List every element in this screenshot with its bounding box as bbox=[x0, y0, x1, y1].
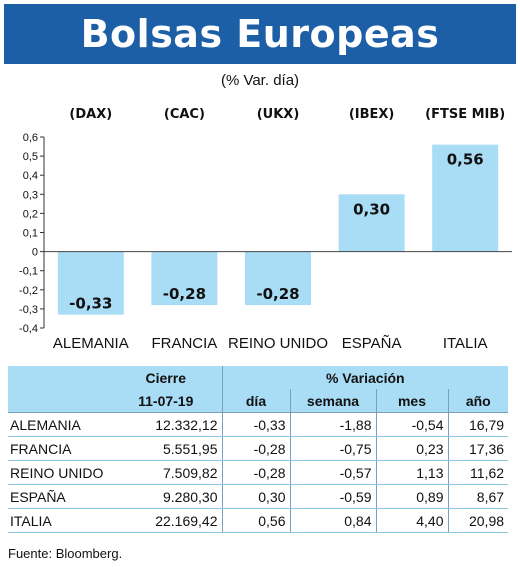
row-name: ALEMANIA bbox=[8, 412, 110, 437]
y-tick-label: 0,3 bbox=[23, 189, 38, 201]
bar-value-label: -0,33 bbox=[69, 295, 112, 313]
index-label: (UKX) bbox=[257, 107, 300, 122]
bar bbox=[245, 251, 311, 306]
row-cierre: 12.332,12 bbox=[110, 412, 222, 437]
y-tick-label: 0,2 bbox=[23, 208, 38, 220]
row-dia: -0,28 bbox=[221, 436, 290, 461]
header-variacion: % Variación bbox=[221, 366, 509, 389]
y-tick-label: 0 bbox=[32, 247, 38, 259]
row-dia: 0,30 bbox=[221, 484, 290, 509]
category-label: ITALIA bbox=[443, 335, 488, 352]
closing-table: Cierre % Variación 11-07-19 día semana m… bbox=[8, 366, 509, 533]
category-label: ALEMANIA bbox=[53, 335, 129, 352]
table-row: ESPAÑA 9.280,30 0,30 -0,59 0,89 8,67 bbox=[8, 484, 509, 509]
index-label: (IBEX) bbox=[349, 107, 395, 122]
bar-chart: 0,6 0,5 0,4 0,3 0,2 0,1 0 -0,1 -0,2 -0,3 -0,4 -0,33… bbox=[19, 107, 512, 352]
row-name: ESPAÑA bbox=[8, 484, 110, 509]
header-blank bbox=[8, 366, 110, 389]
bar-value-label: -0,28 bbox=[256, 285, 299, 303]
row-ano: 8,67 bbox=[447, 484, 509, 509]
table-header-row-2: 11-07-19 día semana mes año bbox=[8, 389, 509, 413]
row-mes: 0,89 bbox=[375, 484, 448, 509]
bar-value-label: 0,30 bbox=[353, 200, 390, 218]
row-semana: -0,59 bbox=[289, 484, 376, 509]
bar bbox=[57, 251, 124, 315]
y-tick-label: 0,4 bbox=[23, 170, 38, 182]
y-tick-label: 0,6 bbox=[23, 132, 38, 144]
row-dia: 0,56 bbox=[221, 508, 290, 533]
row-semana: -0,75 bbox=[289, 436, 376, 461]
header-dia: día bbox=[221, 389, 290, 413]
row-semana: -1,88 bbox=[289, 412, 376, 437]
row-cierre: 7.509,82 bbox=[110, 460, 222, 485]
y-tick-label: -0,2 bbox=[19, 285, 38, 297]
chart-subtitle: (% Var. día) bbox=[220, 72, 300, 89]
row-mes: 1,13 bbox=[375, 460, 448, 485]
row-dia: -0,33 bbox=[221, 412, 290, 437]
index-label: (FTSE MIB) bbox=[425, 107, 505, 122]
row-semana: 0,84 bbox=[289, 508, 376, 533]
header-cierre: Cierre bbox=[110, 366, 222, 389]
row-dia: -0,28 bbox=[221, 460, 290, 485]
row-mes: 0,23 bbox=[375, 436, 448, 461]
table-row: REINO UNIDO 7.509,82 -0,28 -0,57 1,13 11… bbox=[8, 460, 509, 485]
bar-value-label: 0,56 bbox=[447, 151, 484, 169]
table-row: ALEMANIA 12.332,12 -0,33 -1,88 -0,54 16,… bbox=[8, 412, 509, 437]
row-cierre: 22.169,42 bbox=[110, 508, 222, 533]
bar bbox=[432, 144, 499, 252]
index-label: (CAC) bbox=[164, 107, 205, 122]
row-ano: 20,98 bbox=[447, 508, 509, 533]
category-label: REINO UNIDO bbox=[228, 335, 328, 352]
header-mes: mes bbox=[375, 389, 448, 413]
row-mes: 4,40 bbox=[375, 508, 448, 533]
row-mes: -0,54 bbox=[375, 412, 448, 437]
index-label: (DAX) bbox=[69, 107, 112, 122]
y-tick-label: 0,5 bbox=[23, 151, 38, 163]
row-name: REINO UNIDO bbox=[8, 460, 110, 485]
header-semana: semana bbox=[289, 389, 376, 413]
category-label: ESPAÑA bbox=[342, 335, 402, 352]
table-row: ITALIA 22.169,42 0,56 0,84 4,40 20,98 bbox=[8, 508, 509, 533]
row-cierre: 5.551,95 bbox=[110, 436, 222, 461]
source-note: Fuente: Bloomberg. bbox=[8, 546, 123, 561]
table-header-row-1: Cierre % Variación bbox=[8, 366, 509, 389]
row-ano: 17,36 bbox=[447, 436, 509, 461]
bar-value-label: -0,28 bbox=[163, 285, 206, 303]
row-ano: 11,62 bbox=[447, 460, 509, 485]
title-banner: Bolsas Europeas bbox=[4, 4, 516, 64]
row-name: ITALIA bbox=[8, 508, 110, 533]
row-cierre: 9.280,30 bbox=[110, 484, 222, 509]
row-ano: 16,79 bbox=[447, 412, 509, 437]
y-tick-label: 0,1 bbox=[23, 228, 38, 240]
table-row: FRANCIA 5.551,95 -0,28 -0,75 0,23 17,36 bbox=[8, 436, 509, 461]
row-name: FRANCIA bbox=[8, 436, 110, 461]
bar bbox=[338, 194, 405, 252]
row-semana: -0,57 bbox=[289, 460, 376, 485]
category-label: FRANCIA bbox=[151, 335, 217, 352]
y-tick-label: -0,4 bbox=[19, 323, 38, 335]
header-ano: año bbox=[447, 389, 509, 413]
y-tick-label: -0,3 bbox=[19, 304, 38, 316]
header-blank-2 bbox=[8, 389, 110, 413]
bar bbox=[151, 251, 218, 306]
y-tick-label: -0,1 bbox=[19, 266, 38, 278]
header-date: 11-07-19 bbox=[110, 389, 222, 413]
